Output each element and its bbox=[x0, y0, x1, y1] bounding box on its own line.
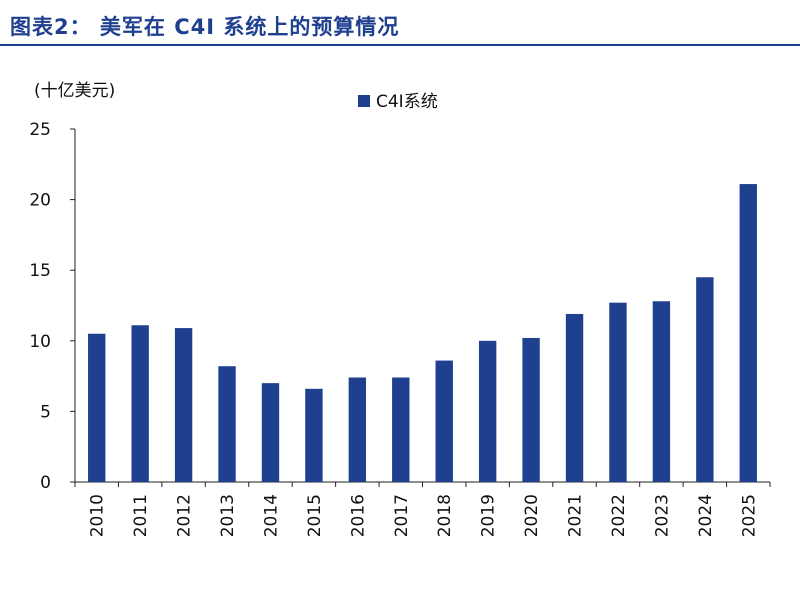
x-tick-label: 2025 bbox=[739, 494, 759, 537]
x-tick-label: 2014 bbox=[261, 494, 281, 537]
x-axis: 2010 2011 2012 2013 2014 2015 2016 2017 2018 2019… bbox=[74, 481, 771, 537]
y-tick-label: 0 bbox=[40, 473, 51, 493]
x-tick-label: 2016 bbox=[348, 494, 368, 537]
x-tick-label: 2011 bbox=[131, 494, 151, 537]
x-tick-label: 2012 bbox=[175, 494, 195, 537]
y-axis-unit-label: (十亿美元) bbox=[34, 81, 115, 101]
x-tick-label: 2013 bbox=[218, 494, 238, 537]
x-tick-label: 2021 bbox=[566, 494, 586, 537]
bar-series bbox=[88, 184, 757, 482]
x-tick-label: 2019 bbox=[479, 494, 499, 537]
bar bbox=[261, 383, 280, 482]
bar bbox=[392, 377, 410, 482]
chart-legend: C4I系统 bbox=[358, 92, 438, 112]
bar bbox=[696, 277, 714, 482]
bar bbox=[435, 360, 453, 482]
bar bbox=[609, 302, 627, 482]
bar bbox=[131, 325, 149, 482]
legend-swatch bbox=[358, 95, 370, 107]
x-tick-label: 2015 bbox=[305, 494, 325, 537]
bar bbox=[652, 301, 671, 482]
bar bbox=[305, 388, 323, 482]
bar bbox=[88, 333, 106, 482]
figure-title: 图表2： 美军在 C4I 系统上的预算情况 bbox=[10, 15, 400, 39]
y-axis: 0 5 10 15 20 25 bbox=[29, 120, 76, 493]
y-tick-label: 10 bbox=[29, 332, 51, 352]
x-tick-label: 2020 bbox=[522, 494, 542, 537]
y-tick-label: 25 bbox=[29, 120, 51, 140]
y-tick-label: 20 bbox=[29, 191, 51, 211]
x-tick-label: 2024 bbox=[696, 494, 716, 537]
bar bbox=[565, 313, 584, 482]
x-tick-label: 2022 bbox=[609, 494, 629, 537]
legend-label: C4I系统 bbox=[376, 92, 438, 112]
y-tick-label: 5 bbox=[40, 402, 51, 422]
bar bbox=[348, 377, 367, 482]
x-tick-label: 2023 bbox=[652, 494, 672, 537]
bar bbox=[739, 184, 757, 482]
bar bbox=[522, 337, 540, 482]
x-tick-label: 2010 bbox=[88, 494, 108, 537]
y-tick-label: 15 bbox=[29, 261, 51, 281]
bar bbox=[478, 340, 497, 482]
x-tick-label: 2018 bbox=[435, 494, 455, 537]
x-tick-label: 2017 bbox=[392, 494, 412, 537]
bar bbox=[174, 328, 193, 482]
figure-header: 图表2： 美军在 C4I 系统上的预算情况 bbox=[0, 0, 800, 46]
bar bbox=[218, 366, 236, 482]
